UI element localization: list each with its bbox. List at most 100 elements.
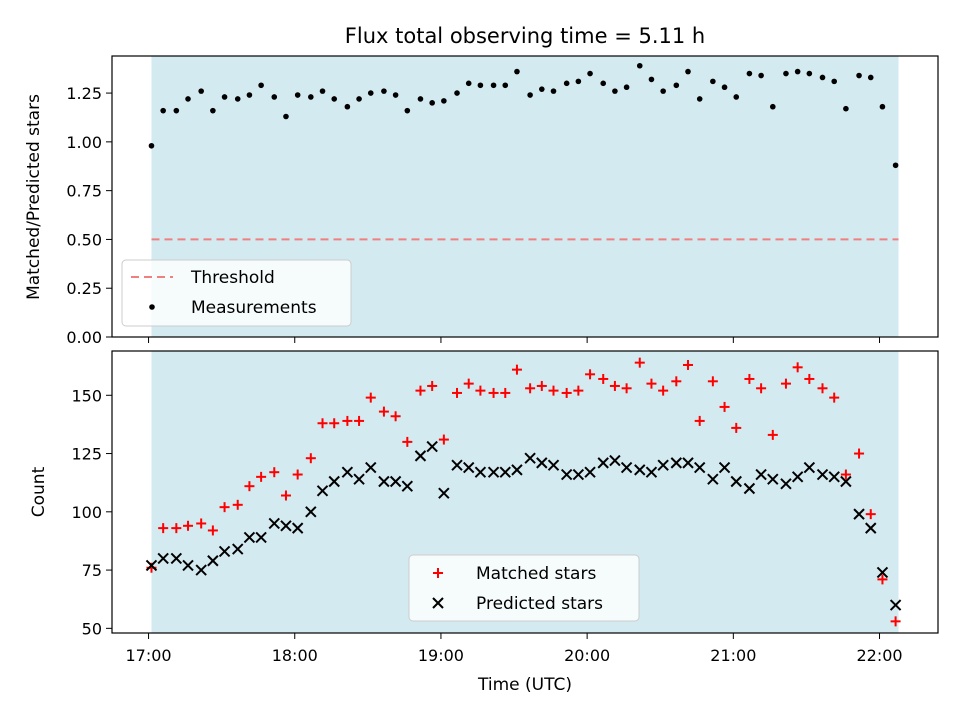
matched-stars-point — [329, 418, 340, 429]
predicted-stars-point — [268, 517, 280, 530]
predicted-stars-point — [755, 468, 767, 481]
matched-stars-point — [829, 392, 840, 403]
matched-stars-point — [365, 392, 376, 403]
predicted-stars-point — [426, 440, 438, 453]
matched-stars-point — [402, 436, 413, 447]
predicted-stars-point — [743, 482, 756, 495]
measurement-point — [404, 107, 411, 114]
predicted-stars-point — [524, 452, 536, 464]
y-tick-label: 1.00 — [66, 133, 102, 152]
matched-stars-point — [378, 406, 389, 417]
measurement-point — [173, 107, 180, 114]
measurement-point — [198, 88, 204, 94]
matched-stars-point — [731, 422, 742, 433]
legend-matched-swatch — [433, 568, 443, 578]
matched-stars-point — [573, 385, 584, 396]
matched-stars-point — [183, 520, 194, 531]
measurement-point — [746, 70, 753, 77]
x-tick-label: 19:00 — [418, 646, 464, 665]
y-tick-label: 50 — [82, 619, 102, 638]
measurement-point — [356, 96, 362, 102]
predicted-stars-point — [378, 475, 390, 488]
predicted-stars-point — [389, 475, 402, 488]
matched-stars-point — [219, 502, 230, 513]
ratio-panel-frame — [111, 55, 939, 338]
measurement-point — [381, 88, 387, 94]
predicted-stars-point — [707, 473, 719, 485]
measurement-point — [696, 96, 703, 102]
ratio-y-ticks: 0.00 0.25 0.50 0.75 1.00 1.25 — [66, 84, 112, 347]
y-tick-label: 0.75 — [66, 182, 102, 201]
predicted-stars-point — [328, 475, 340, 488]
measurement-point — [770, 103, 776, 110]
predicted-stars-point — [145, 559, 158, 572]
matched-stars-point — [707, 376, 718, 387]
matched-stars-point — [525, 383, 536, 394]
predicted-stars-point — [195, 564, 207, 576]
measurement-point — [258, 82, 264, 89]
predicted-stars-point — [170, 552, 183, 565]
measurement-point — [502, 82, 509, 89]
predicted-stars-point — [584, 466, 596, 478]
measurement-point — [527, 92, 533, 98]
y-tick-label: 100 — [71, 503, 102, 522]
measurement-point — [783, 70, 789, 77]
measurement-point — [246, 92, 253, 98]
matched-stars-point — [877, 574, 888, 585]
measurement-point — [710, 78, 716, 85]
matched-stars-point — [548, 385, 559, 396]
predicted-stars-point — [730, 475, 742, 488]
matched-stars-point — [415, 385, 426, 396]
matched-stars-point — [792, 362, 803, 373]
predicted-stars-point — [780, 478, 792, 490]
matched-stars-point — [390, 411, 401, 422]
ratio-y-axis-label: Matched/Predicted stars — [24, 94, 44, 300]
predicted-stars-point — [414, 450, 427, 462]
matched-stars-point — [280, 490, 291, 501]
predicted-stars-point — [499, 466, 511, 478]
matched-stars-point — [634, 357, 645, 368]
x-axis-label: Time (UTC) — [477, 675, 572, 695]
measurement-point — [879, 103, 886, 110]
matched-stars-point — [646, 378, 657, 389]
measurement-point — [514, 68, 520, 75]
y-tick-label: 75 — [82, 561, 102, 580]
predicted-stars-point — [341, 466, 354, 478]
y-tick-label: 125 — [71, 445, 102, 464]
predicted-stars-point — [560, 468, 573, 481]
predicted-stars-point — [316, 485, 329, 497]
measurement-points — [148, 62, 899, 169]
predicted-stars-point — [463, 461, 475, 474]
measurement-point — [148, 142, 155, 149]
predicted-stars-point — [865, 522, 877, 534]
matched-stars-point — [354, 415, 365, 426]
measurement-point — [367, 90, 374, 96]
measurement-point — [587, 70, 593, 77]
predicted-stars-point — [572, 468, 585, 481]
measurement-point — [733, 94, 740, 100]
measurement-point — [831, 78, 838, 85]
measurement-point — [648, 76, 655, 83]
x-tick-label: 17:00 — [125, 646, 171, 665]
measurement-point — [210, 107, 216, 114]
matched-stars-point — [671, 376, 682, 387]
measurement-point — [550, 88, 557, 94]
predicted-stars-point — [243, 531, 256, 544]
predicted-stars-point — [305, 506, 317, 518]
y-tick-label: 0.25 — [66, 279, 102, 298]
matched-stars-point — [621, 383, 632, 394]
legend-predicted-swatch — [432, 597, 444, 609]
measurement-point — [660, 88, 666, 94]
predicted-stars-point — [828, 471, 840, 483]
measurement-point — [185, 96, 191, 102]
measurement-point — [477, 82, 484, 89]
matched-stars-point — [463, 378, 474, 389]
chart-title: Flux total observing time = 5.11 h — [345, 24, 705, 48]
measurement-point — [612, 88, 618, 94]
predicted-stars-point — [693, 461, 706, 474]
measurement-point — [794, 68, 801, 75]
matched-stars-point — [269, 467, 280, 478]
y-tick-label: 0.50 — [66, 230, 102, 249]
matched-stars-point — [342, 415, 353, 426]
